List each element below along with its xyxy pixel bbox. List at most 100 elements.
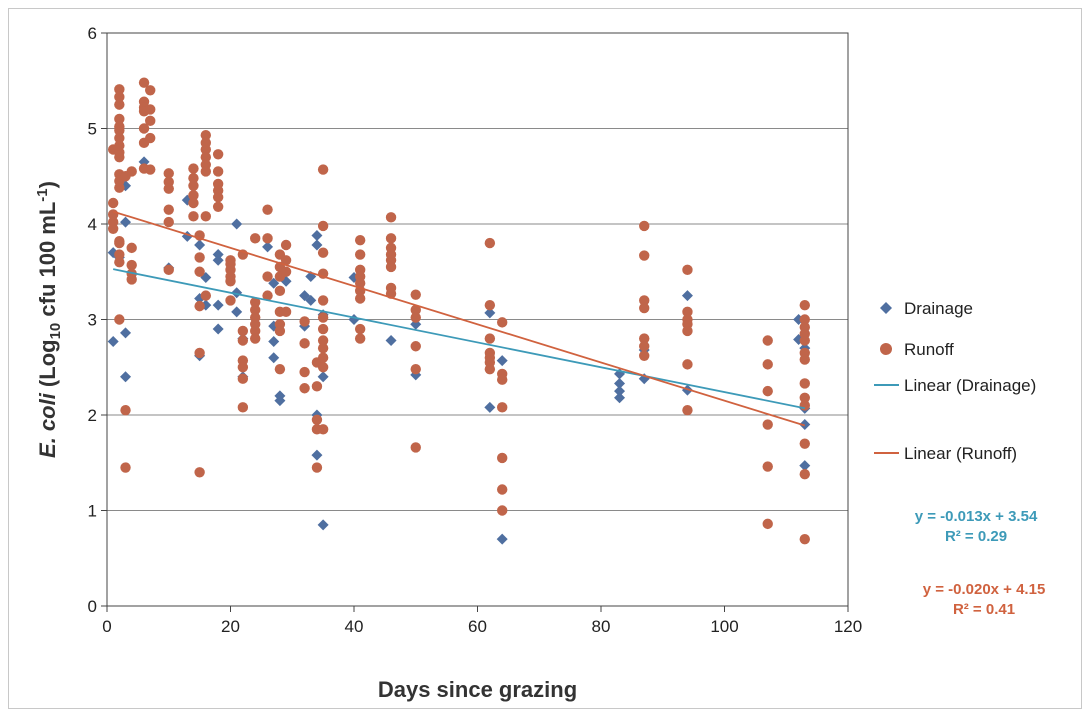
y-tick-label: 0 [88, 597, 97, 616]
runoff-point [212, 149, 224, 160]
x-tick-label: 0 [102, 617, 111, 636]
y-axis-ticks: 0 1 2 3 4 5 6 [88, 24, 107, 616]
runoff-point [188, 172, 199, 184]
drainage-point [484, 401, 496, 413]
legend-drainage-trend-label: Linear (Drainage) [904, 376, 1036, 395]
runoff-point [762, 335, 773, 346]
runoff-point [114, 314, 125, 325]
drainage-point [317, 371, 329, 383]
drainage-point [385, 335, 397, 347]
runoff-point [237, 325, 249, 337]
runoff-point [280, 306, 292, 318]
runoff-point [799, 354, 810, 365]
drainage-trendline [112, 268, 805, 410]
runoff-point [225, 295, 236, 306]
runoff-point [385, 233, 397, 244]
runoff-point [317, 164, 329, 175]
runoff-point [799, 335, 810, 346]
runoff-point [200, 144, 211, 155]
x-tick-label: 80 [592, 617, 611, 636]
runoff-point [317, 247, 329, 258]
runoff-point [163, 168, 174, 179]
runoff-point [188, 180, 199, 191]
runoff-point [250, 325, 261, 337]
runoff-point [200, 211, 211, 222]
drainage-point [120, 327, 132, 339]
drainage-point [317, 519, 329, 531]
runoff-point [682, 325, 693, 337]
runoff-point [194, 467, 205, 478]
regression-equations: y = -0.013x + 3.54 R² = 0.29 y = -0.020x… [915, 508, 1046, 618]
runoff-point [107, 197, 119, 209]
runoff-point [114, 84, 125, 95]
runoff-point [163, 264, 174, 276]
drainage-point [194, 239, 206, 251]
runoff-point [274, 285, 286, 297]
y-tick-label: 5 [88, 120, 97, 139]
runoff-point [639, 250, 650, 261]
runoff-point [280, 255, 292, 266]
runoff-point [497, 374, 508, 385]
drainage-point [231, 218, 243, 230]
runoff-point [682, 359, 693, 370]
gridlines [107, 32, 848, 607]
runoff-point [762, 385, 773, 397]
runoff-point [138, 123, 150, 134]
drainage-point [268, 352, 280, 364]
runoff-point [410, 312, 421, 323]
legend-drainage-marker [880, 302, 892, 314]
runoff-point [107, 216, 119, 228]
runoff-point [410, 341, 421, 352]
runoff-point [126, 166, 137, 177]
runoff-point [145, 85, 156, 96]
drainage-point [212, 299, 224, 311]
runoff-point [280, 239, 292, 251]
runoff-point [317, 342, 329, 354]
chart-frame [8, 8, 1082, 709]
runoff-point [126, 259, 137, 271]
runoff-point [200, 151, 211, 163]
legend-runoff-trend-label: Linear (Runoff) [904, 444, 1017, 463]
runoff-point [497, 484, 508, 495]
drainage-point [305, 294, 317, 306]
runoff-point [145, 164, 156, 175]
runoff-point [799, 378, 810, 389]
drainage-r-squared: R² = 0.29 [945, 528, 1007, 545]
drainage-point [231, 287, 243, 299]
runoff-point [317, 424, 329, 435]
runoff-point [200, 129, 211, 141]
drainage-point [120, 216, 132, 228]
y-tick-label: 6 [88, 24, 97, 43]
legend: Drainage Runoff Linear (Drainage) Linear… [874, 299, 1036, 463]
runoff-point [299, 338, 310, 349]
drainage-point [311, 229, 323, 241]
y-tick-label: 4 [88, 215, 97, 234]
runoff-point [212, 166, 224, 177]
runoff-point [410, 289, 421, 300]
runoff-equation: y = -0.020x + 4.15 [923, 581, 1046, 598]
runoff-point [114, 99, 125, 110]
runoff-point [114, 113, 125, 125]
drainage-point [311, 449, 323, 461]
legend-runoff-marker [880, 343, 892, 355]
drainage-point [311, 239, 323, 251]
drainage-point [212, 323, 224, 335]
runoff-point [311, 462, 323, 473]
runoff-point [237, 402, 249, 413]
runoff-point [126, 242, 137, 254]
runoff-point [120, 462, 131, 473]
runoff-point [145, 104, 156, 115]
drainage-point [496, 355, 508, 367]
runoff-point [799, 392, 810, 404]
drainage-point [614, 377, 626, 389]
runoff-point [762, 419, 773, 430]
runoff-point [114, 249, 125, 260]
runoff-point [639, 302, 650, 314]
runoff-point [762, 359, 773, 370]
runoff-point [145, 132, 156, 144]
runoff-point [799, 533, 810, 545]
runoff-point [114, 121, 125, 132]
drainage-point [212, 254, 224, 266]
runoff-point [484, 363, 496, 375]
runoff-point [237, 335, 249, 346]
